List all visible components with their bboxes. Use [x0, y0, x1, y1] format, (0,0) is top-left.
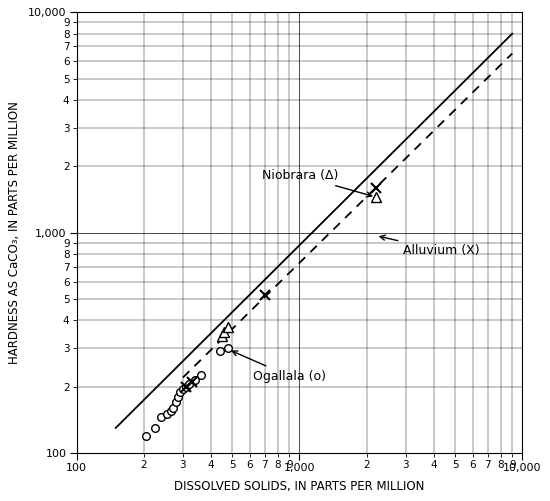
Text: Alluvium (X): Alluvium (X) [380, 235, 479, 257]
Text: Niobrara (Δ): Niobrara (Δ) [262, 169, 372, 197]
X-axis label: DISSOLVED SOLIDS, IN PARTS PER MILLION: DISSOLVED SOLIDS, IN PARTS PER MILLION [174, 479, 425, 492]
Y-axis label: HARDNESS AS CaCO₃, IN PARTS PER MILLION: HARDNESS AS CaCO₃, IN PARTS PER MILLION [8, 101, 21, 364]
Text: Ogallala (o): Ogallala (o) [232, 351, 326, 383]
